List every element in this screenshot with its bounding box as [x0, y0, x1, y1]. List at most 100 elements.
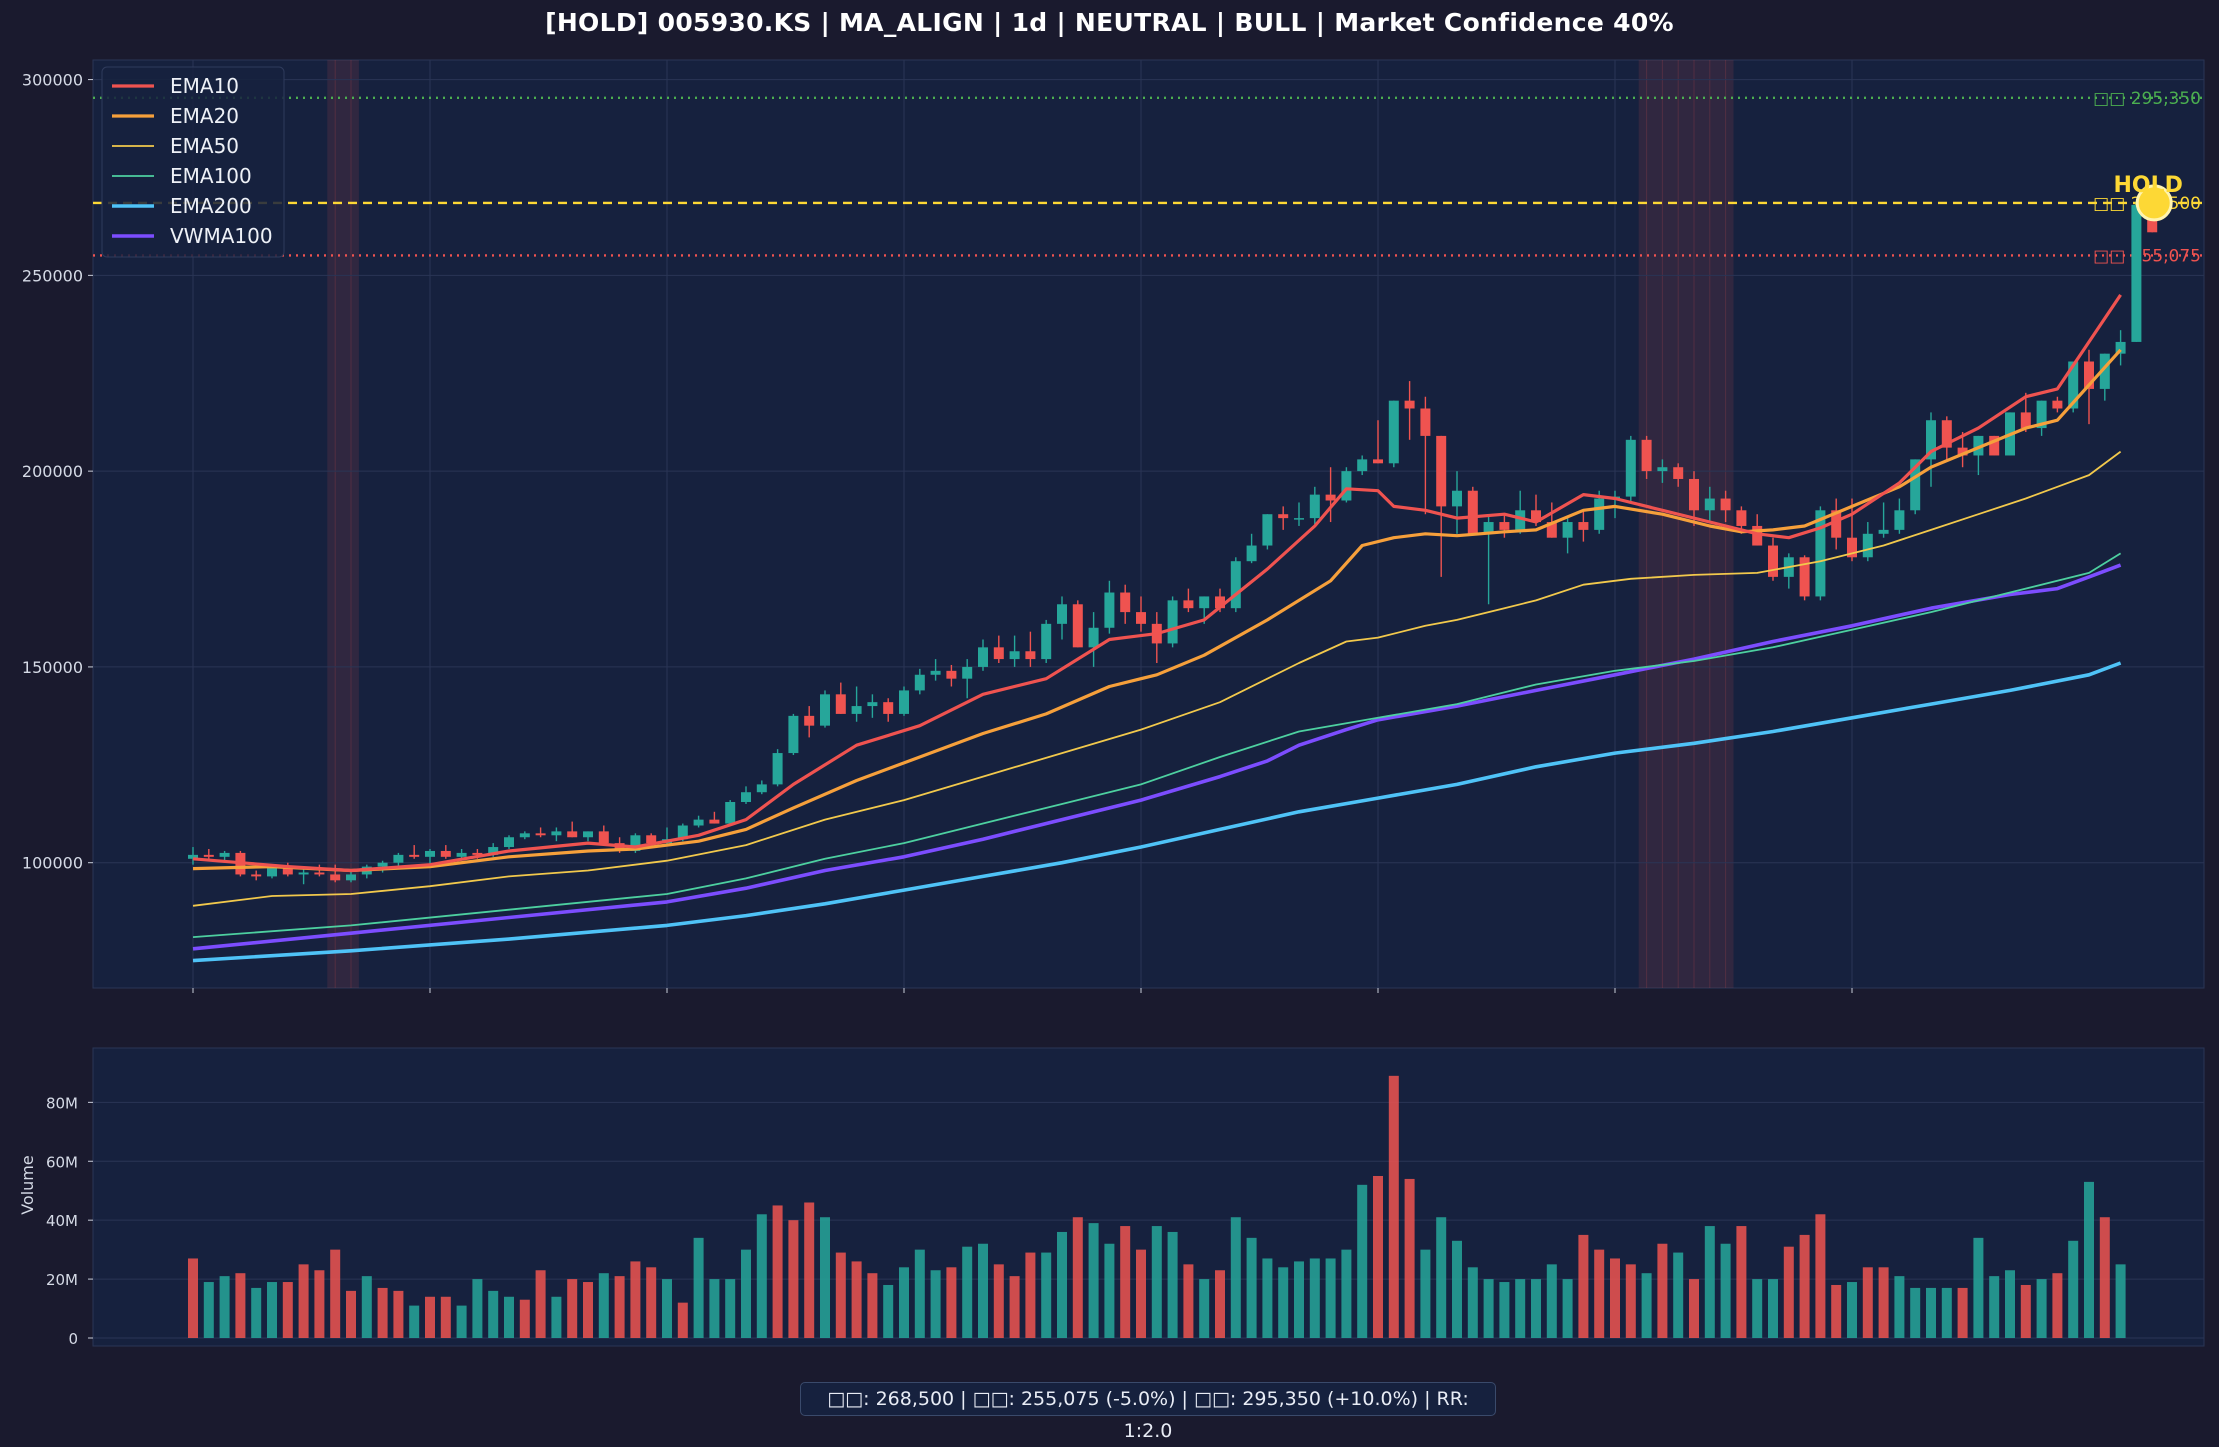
legend-label: VWMA100: [170, 224, 273, 248]
candle-body: [930, 670, 941, 675]
volume-bar: [820, 1217, 830, 1338]
candle-body: [867, 702, 878, 707]
candle-body: [504, 837, 514, 848]
candle-body: [1246, 545, 1257, 562]
volume-bar: [425, 1296, 435, 1338]
volume-bar: [298, 1264, 309, 1338]
candle-body: [519, 833, 530, 838]
volume-bar: [1894, 1276, 1905, 1338]
volume-y-tick-label: 40M: [46, 1212, 78, 1230]
candle-body: [1357, 459, 1368, 472]
candle-body: [567, 831, 578, 838]
candle-body: [2020, 412, 2031, 429]
candle-body: [1436, 435, 1447, 507]
volume-bar: [282, 1282, 293, 1338]
page-title: [HOLD] 005930.KS | MA_ALIGN | 1d | NEUTR…: [545, 8, 1674, 37]
vwma100-line: [192, 563, 2122, 951]
volume-bar: [393, 1290, 404, 1338]
volume-bar: [1578, 1234, 1589, 1338]
volume-bar: [1973, 1237, 1984, 1338]
candle-body: [1894, 510, 1905, 530]
volume-bar: [267, 1282, 277, 1338]
ema50-line: [192, 450, 2122, 907]
volume-bar: [1941, 1287, 1952, 1338]
candle-body: [646, 835, 657, 844]
candle-body: [756, 784, 767, 793]
candle-body: [1673, 467, 1684, 479]
candle-body: [1483, 522, 1494, 534]
candle-body: [2036, 400, 2047, 429]
candle-body: [835, 694, 846, 714]
candle-body: [804, 715, 815, 726]
candle-body: [1562, 522, 1573, 538]
candle-body: [251, 874, 262, 877]
volume-bar: [946, 1267, 957, 1338]
candle-body: [282, 866, 293, 875]
candle-body: [203, 854, 214, 857]
volume-bar: [203, 1282, 214, 1338]
candle-body: [1736, 510, 1747, 526]
volume-bar: [1736, 1226, 1747, 1338]
candle-body: [851, 706, 862, 714]
volume-bar: [1847, 1282, 1857, 1338]
volume-bar: [1704, 1226, 1715, 1338]
candle-body: [1404, 400, 1415, 409]
y-tick-label: 250000: [22, 266, 83, 285]
volume-bar: [1799, 1234, 1810, 1338]
ema10-line: [192, 294, 2122, 873]
volume-bar: [1957, 1287, 1968, 1338]
candle-body: [1973, 435, 1984, 456]
volume-bar: [1420, 1249, 1431, 1338]
volume-bar: [1831, 1284, 1842, 1338]
volume-bar: [2052, 1273, 2063, 1338]
candle-body: [1957, 447, 1968, 456]
volume-bar: [1009, 1276, 1020, 1338]
candle-body: [1799, 557, 1810, 597]
candle-body: [978, 647, 988, 667]
volume-y-tick-label: 80M: [46, 1094, 78, 1112]
candle-body: [1467, 490, 1478, 534]
y-tick-label: 100000: [22, 854, 83, 873]
legend-label: EMA200: [170, 194, 252, 218]
volume-bar: [1752, 1279, 1763, 1338]
legend-label: EMA20: [170, 104, 239, 128]
candle-body: [1720, 498, 1731, 511]
candle-body: [1278, 514, 1289, 519]
legend-label: EMA100: [170, 164, 252, 188]
candle-body: [188, 854, 198, 859]
volume-bar: [2099, 1217, 2110, 1338]
candle-body: [598, 831, 609, 844]
volume-bar: [1610, 1258, 1620, 1338]
candle-body: [219, 852, 230, 857]
candle-body: [583, 831, 593, 838]
volume-bar: [2115, 1264, 2126, 1338]
volume-bars: [188, 1075, 2126, 1338]
volume-bar: [993, 1264, 1004, 1338]
price-y-axis: 100000 150000 200000 250000 300000: [22, 71, 93, 873]
y-tick-label: 300000: [22, 71, 83, 90]
candle-body: [488, 847, 499, 855]
volume-y-tick-label: 0: [68, 1330, 78, 1348]
hold-marker-dot: [2135, 184, 2173, 222]
candle-body: [440, 850, 451, 857]
volume-bar: [1404, 1178, 1415, 1338]
candle-body: [1578, 522, 1589, 530]
candle-body: [1515, 510, 1526, 530]
candle-body: [377, 862, 388, 867]
candle-body: [1546, 522, 1557, 538]
volume-bar: [646, 1267, 657, 1338]
candle-body: [1657, 467, 1668, 472]
volume-bar: [962, 1246, 973, 1338]
candle-body: [709, 819, 720, 824]
trade-summary: □□: 268,500 | □□: 255,075 (-5.0%) | □□: …: [800, 1382, 1496, 1442]
volume-bar: [1673, 1252, 1684, 1338]
volume-bar: [1657, 1243, 1668, 1338]
volume-bar: [314, 1270, 325, 1338]
candle-body: [1941, 420, 1952, 448]
candle-body: [1862, 533, 1873, 558]
candle-body: [1294, 518, 1304, 520]
volume-bar: [1057, 1231, 1067, 1338]
volume-bar: [551, 1296, 562, 1338]
candle-body: [1752, 525, 1763, 546]
candle-body: [1373, 459, 1383, 464]
